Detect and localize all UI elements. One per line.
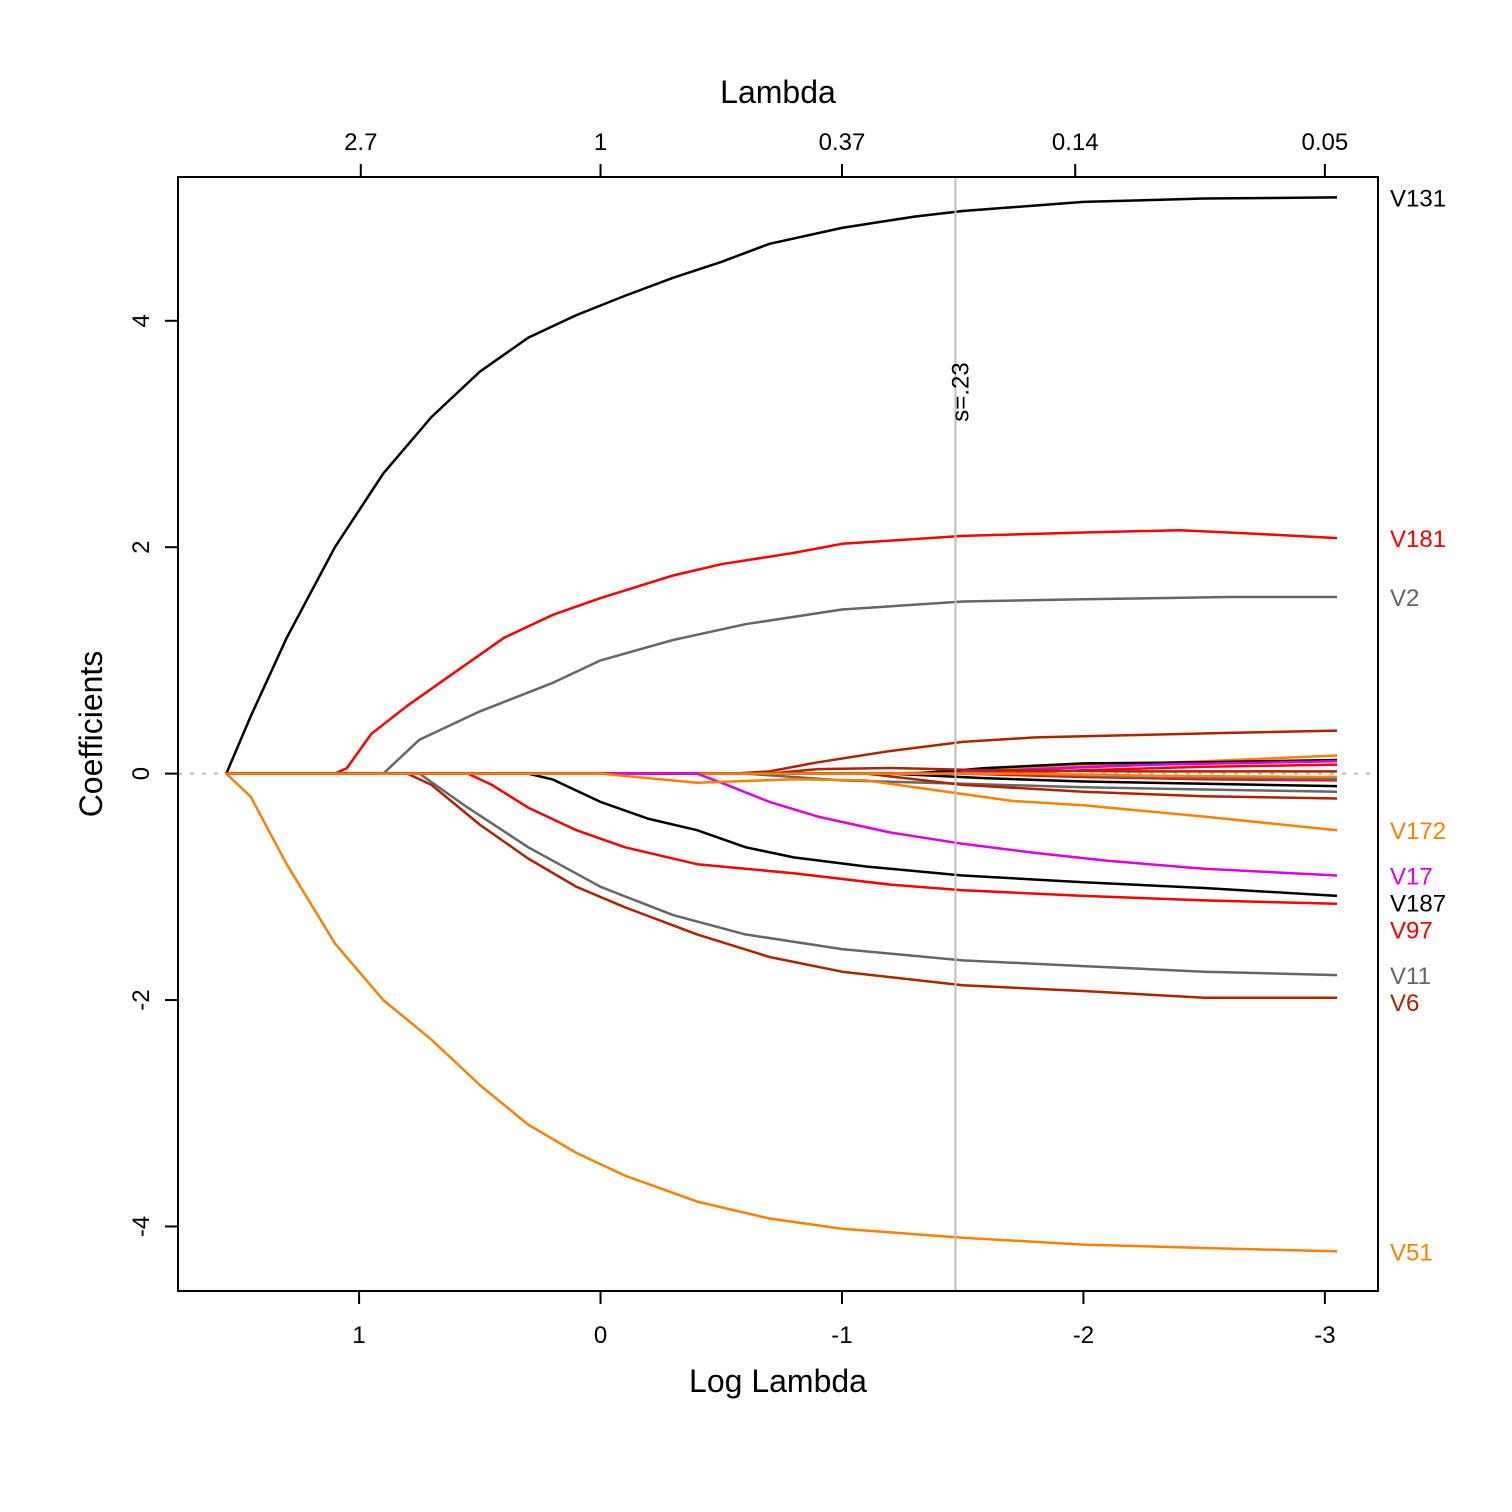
top-axis: 2.7 1 0.37 0.14 0.05 <box>344 129 1348 177</box>
x-tick-label: -2 <box>1073 1322 1094 1349</box>
series-line-v187 <box>226 772 1338 898</box>
series-label-v172: V172 <box>1390 818 1446 845</box>
top-tick-label: 0.37 <box>819 129 866 156</box>
series-line-v17 <box>226 772 1338 877</box>
x-tick-label: -1 <box>831 1322 852 1349</box>
bottom-axis: 1 0 -1 -2 -3 <box>352 1291 1336 1349</box>
plot-frame <box>177 176 1379 1292</box>
series-line-v11 <box>226 772 1338 977</box>
series-label-v17: V17 <box>1390 864 1433 891</box>
x-axis-title: Log Lambda <box>689 1363 867 1399</box>
top-tick-label: 0.05 <box>1302 129 1349 156</box>
series-label-v2: V2 <box>1390 585 1419 612</box>
x-tick-label: -3 <box>1314 1322 1335 1349</box>
series-label-v6: V6 <box>1390 990 1419 1017</box>
series-line-v51 <box>225 772 1338 1253</box>
series-line-v2 <box>226 595 1337 775</box>
selected-lambda-line: s=.23 <box>947 177 974 1291</box>
y-tick-label: -4 <box>128 1216 155 1237</box>
series-label-v97: V97 <box>1390 918 1433 945</box>
series-label-v187: V187 <box>1390 891 1446 918</box>
series-line-v172 <box>226 772 1338 832</box>
top-tick-label: 1 <box>594 129 607 156</box>
top-tick-label: 2.7 <box>344 129 377 156</box>
y-tick-label: 4 <box>128 314 155 327</box>
top-axis-title: Lambda <box>720 74 836 110</box>
y-axis-title: Coefficients <box>73 651 109 818</box>
series-label-v11: V11 <box>1390 963 1431 990</box>
series-label-v181: V181 <box>1390 526 1446 553</box>
series-line-v6 <box>226 772 1337 1000</box>
y-tick-label: 0 <box>128 767 155 780</box>
reference-line-label: s=.23 <box>947 362 974 421</box>
series-label-v51: V51 <box>1390 1239 1433 1266</box>
top-tick-label: 0.14 <box>1052 129 1099 156</box>
x-tick-label: 1 <box>352 1322 365 1349</box>
y-tick-label: 2 <box>128 541 155 554</box>
series-line-v181 <box>226 528 1338 775</box>
x-tick-label: 0 <box>594 1322 607 1349</box>
series-line-v97 <box>226 772 1338 906</box>
coefficient-paths <box>225 196 1338 1253</box>
y-tick-label: -2 <box>128 989 155 1010</box>
left-axis: -4 -2 0 2 4 <box>128 314 178 1237</box>
series-label-v131: V131 <box>1390 185 1446 212</box>
series-line-v131 <box>225 196 1338 775</box>
